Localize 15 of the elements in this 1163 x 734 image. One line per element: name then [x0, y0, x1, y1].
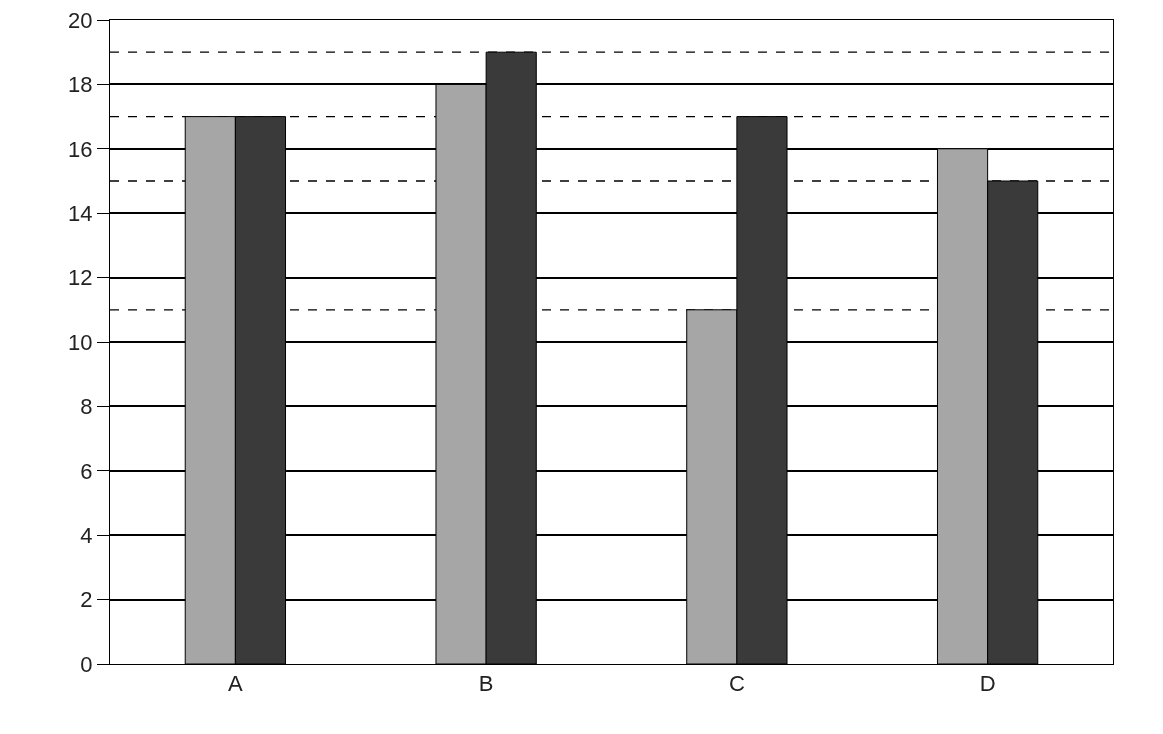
y-tick-label: 16: [68, 136, 93, 162]
y-tick-label: 8: [80, 394, 93, 420]
y-tick-label: 2: [80, 587, 93, 613]
y-tick-label: 10: [68, 329, 93, 355]
x-tick-label: C: [728, 671, 745, 697]
y-tick-label: 18: [68, 72, 93, 98]
x-tick-label: D: [979, 671, 996, 697]
y-tick-label: 14: [68, 200, 93, 226]
y-tick-label: 20: [68, 7, 93, 33]
x-tick-label: A: [228, 671, 244, 697]
x-tick-label: B: [478, 671, 494, 697]
y-tick-label: 12: [68, 265, 93, 291]
y-tick-label: 4: [80, 522, 93, 548]
y-tick-label: 0: [80, 651, 93, 677]
y-tick-label: 6: [80, 458, 93, 484]
